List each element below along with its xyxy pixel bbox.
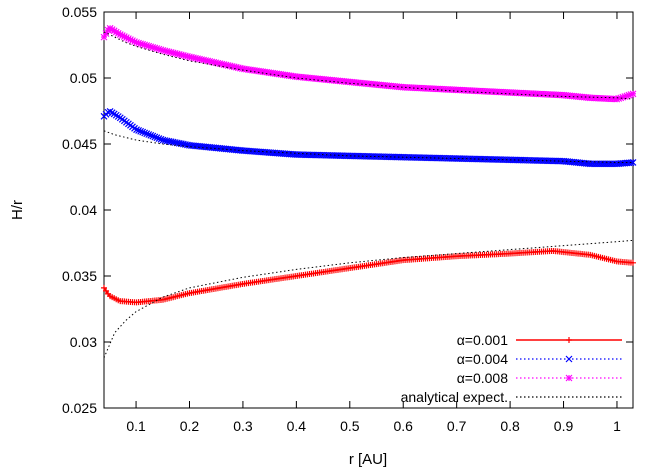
data-point — [143, 130, 151, 138]
series-layer — [100, 24, 637, 359]
data-point — [101, 284, 107, 291]
legend-label: α=0.008 — [457, 370, 509, 386]
data-point — [131, 38, 138, 45]
data-point — [615, 95, 623, 102]
data-point — [133, 126, 140, 134]
data-point — [122, 34, 130, 41]
y-tick-label: 0.04 — [70, 202, 97, 218]
series-2 — [100, 108, 637, 168]
series-1 — [101, 247, 636, 306]
series-line — [103, 239, 634, 359]
legend-marker — [565, 355, 573, 363]
y-tick-label: 0.045 — [62, 136, 97, 152]
data-point — [147, 43, 155, 51]
data-point — [139, 40, 147, 48]
x-axis: 0.1 0.2 0.3 0.4 0.5 0.6 0.7 0.8 0.9 1 — [126, 12, 621, 434]
x-tick-label: 0.5 — [340, 418, 360, 434]
data-point — [151, 44, 159, 52]
series-3 — [100, 24, 637, 103]
data-point — [151, 133, 159, 141]
data-point — [145, 42, 153, 50]
data-point — [629, 90, 637, 98]
y-tick-label: 0.05 — [70, 70, 97, 86]
data-point — [135, 39, 142, 47]
data-point — [120, 33, 128, 40]
data-point — [625, 91, 633, 99]
legend-label: α=0.004 — [457, 351, 509, 367]
data-point — [137, 127, 145, 135]
x-tick-label: 0.8 — [500, 418, 520, 434]
data-point — [155, 45, 163, 53]
data-point — [102, 30, 110, 37]
data-point — [155, 135, 163, 142]
series-line — [103, 26, 634, 100]
x-tick-label: 0.1 — [126, 418, 146, 434]
y-tick-label: 0.025 — [62, 400, 97, 416]
series-6 — [103, 31, 634, 100]
data-point — [106, 24, 114, 32]
data-point — [141, 129, 149, 137]
y-tick-label: 0.055 — [62, 4, 97, 20]
data-point — [149, 132, 157, 140]
data-point — [630, 259, 636, 266]
data-point — [125, 35, 132, 42]
data-point — [127, 36, 134, 43]
legend-marker — [566, 337, 572, 343]
data-point — [141, 41, 149, 49]
series-4 — [103, 239, 634, 359]
legend: α=0.001 α=0.004 α=0.008 analytical expect. — [401, 332, 622, 405]
x-tick-label: 0.6 — [393, 418, 413, 434]
data-point — [145, 131, 153, 138]
x-tick-label: 0.7 — [447, 418, 467, 434]
data-point — [613, 95, 621, 103]
data-point — [153, 45, 161, 52]
data-point — [149, 43, 157, 51]
data-point — [133, 39, 140, 46]
data-point — [118, 32, 126, 39]
data-point — [627, 91, 635, 98]
x-tick-label: 0.9 — [554, 418, 574, 434]
x-tick-label: 0.4 — [287, 418, 307, 434]
data-point — [100, 33, 108, 41]
legend-marker — [565, 374, 573, 382]
data-point — [135, 127, 143, 134]
x-tick-label: 1 — [613, 418, 621, 434]
data-point — [114, 29, 122, 37]
series-line — [103, 31, 634, 100]
data-point — [139, 128, 147, 136]
x-axis-label: r [AU] — [349, 451, 387, 468]
y-axis: 0.025 0.03 0.035 0.04 0.045 0.05 0.055 — [62, 4, 633, 416]
data-point — [629, 159, 637, 166]
data-point — [116, 31, 124, 38]
y-tick-label: 0.03 — [70, 334, 97, 350]
data-point — [621, 93, 629, 100]
data-point — [110, 27, 118, 35]
data-point — [103, 287, 110, 294]
data-point — [623, 92, 631, 100]
x-tick-label: 0.2 — [180, 418, 200, 434]
data-point — [143, 42, 151, 49]
data-point — [157, 46, 165, 54]
y-axis-label: H/r — [9, 200, 26, 220]
data-point — [617, 94, 625, 102]
data-point — [157, 135, 165, 143]
data-point — [108, 26, 116, 33]
data-point — [153, 134, 161, 142]
data-point — [137, 40, 145, 48]
data-point — [129, 37, 136, 44]
data-point — [619, 93, 627, 101]
plot-frame — [103, 11, 634, 409]
data-point — [147, 131, 155, 139]
legend-label: α=0.001 — [457, 332, 509, 348]
x-tick-label: 0.3 — [233, 418, 253, 434]
y-tick-label: 0.035 — [62, 268, 97, 284]
legend-label: analytical expect. — [401, 389, 508, 405]
